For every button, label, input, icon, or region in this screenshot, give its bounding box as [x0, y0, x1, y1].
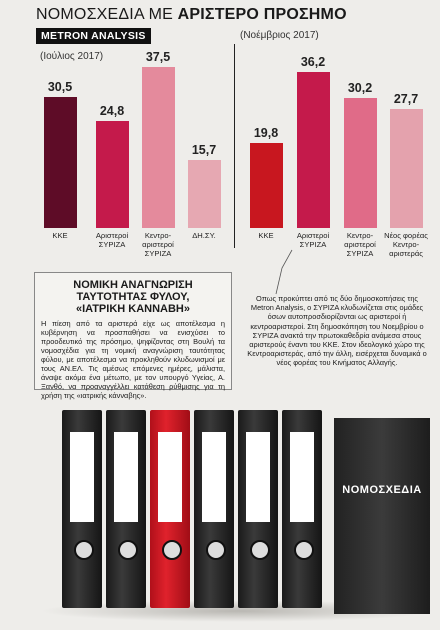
bar: [389, 108, 423, 228]
value-label: 15,7: [191, 143, 217, 158]
x-tick-label: ΔΗ.ΣΥ.: [192, 231, 216, 240]
chart-subtitle: (Ιούλιος 2017): [40, 51, 104, 62]
x-tick-label: Κεντρο- αριστεροί ΣΥΡΙΖΑ: [142, 231, 174, 258]
bar: [43, 96, 77, 228]
title-bold: ΑΡΙΣΤΕΡΟ ΠΡΟΣΗΜΟ: [177, 6, 347, 23]
note-text: Οπως προκύπτει από τις δύο δημοσκοπήσεις…: [247, 294, 427, 368]
binder: [282, 410, 322, 608]
value-label: 27,7: [393, 91, 419, 106]
value-label: 30,2: [347, 81, 373, 96]
x-tick-label: Αριστεροί ΣΥΡΙΖΑ: [296, 231, 330, 249]
divider: [234, 44, 235, 248]
bar: [95, 121, 129, 228]
big-binder: ΝΟΜΟΣΧΕΔΙΑ: [334, 418, 430, 614]
sidebar-box: ΝΟΜΙΚΗ ΑΝΑΓΝΩΡΙΣΗ ΤΑΥΤΟΤΗΤΑΣ ΦΥΛΟΥ, «ΙΑΤ…: [34, 272, 232, 400]
bar: [343, 98, 377, 228]
value-label: 30,5: [47, 79, 73, 94]
x-tick-label: Αριστεροί ΣΥΡΙΖΑ: [95, 231, 129, 249]
x-tick-label: ΚΚΕ: [52, 231, 68, 240]
x-tick-label: ΚΚΕ: [258, 231, 274, 240]
binder-label: ΝΟΜΟΣΧΕΔΙΑ: [342, 484, 422, 496]
binder: [238, 410, 278, 608]
value-label: 36,2: [300, 55, 326, 70]
value-label: 24,8: [99, 104, 125, 119]
bar: [296, 72, 330, 228]
binder-red: [150, 410, 190, 608]
page-title: ΝΟΜΟΣΧΕΔΙΑ ΜΕ ΑΡΙΣΤΕΡΟ ΠΡΟΣΗΜΟ: [36, 6, 347, 24]
binder: [106, 410, 146, 608]
chart-subtitle: (Νοέμβριος 2017): [240, 30, 319, 41]
title-light: ΝΟΜΟΣΧΕΔΙΑ ΜΕ: [36, 6, 173, 23]
x-tick-label: Κεντρο- αριστεροί ΣΥΡΙΖΑ: [344, 231, 376, 258]
sidebar-heading: ΝΟΜΙΚΗ ΑΝΑΓΝΩΡΙΣΗ ΤΑΥΤΟΤΗΤΑΣ ΦΥΛΟΥ, «ΙΑΤ…: [73, 279, 193, 315]
value-label: 37,5: [145, 49, 171, 64]
value-label: 19,8: [253, 125, 279, 140]
binder: [194, 410, 234, 608]
bar: [141, 66, 175, 228]
sidebar-body: Η πίεση από τα αριστερά είχε ως αποτέλεσ…: [41, 319, 225, 400]
bar: [187, 160, 221, 228]
bar: [249, 142, 283, 228]
connector-line: [275, 249, 293, 295]
binder: [62, 410, 102, 608]
x-tick-label: Νέος φορέας Κεντρο- αριστεράς: [384, 231, 428, 258]
connector: [275, 249, 293, 295]
source-badge: METRON ANALYSIS: [36, 28, 151, 44]
